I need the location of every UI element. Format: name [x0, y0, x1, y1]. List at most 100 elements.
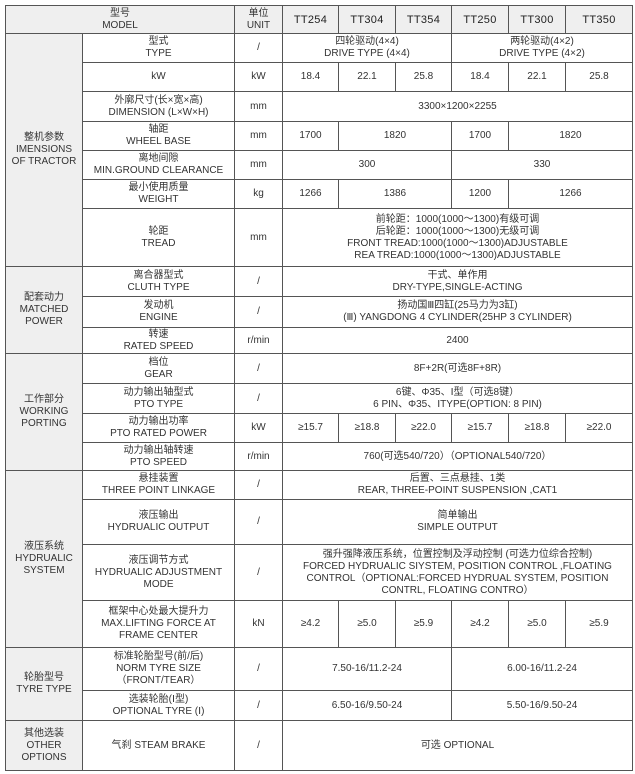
text-line: 动力输出功率 [128, 416, 189, 427]
unit-cell: / [234, 544, 283, 601]
text-line: kW [151, 71, 166, 82]
text-line: 选装轮胎(Ⅰ型) [128, 693, 189, 705]
unit-cell: r/min [234, 327, 283, 354]
text-line: 5.50-16/9.50-24 [506, 699, 578, 711]
text-line: 外廓尺寸(长×宽×高) [114, 94, 203, 106]
text-line: TYPE [145, 48, 172, 59]
text-line: FORCED HYDRUALIC SIYSTEM, POSITION CONTR… [303, 560, 612, 572]
spec-row: 整机参数 IMENSIONS OF TRACTOR 型式 TYPE / 四轮驱动(4×4) D… [5, 33, 633, 267]
value-cell: 1386 [338, 179, 452, 209]
model-tt354: TT354 [395, 5, 452, 34]
text-line: 悬挂装置 [138, 473, 179, 484]
value-cell: 760(可选540/720）（OPTIONAL540/720） [282, 442, 633, 471]
unit-header-cn: 单位 [248, 7, 269, 19]
param-label: 外廓尺寸(长×宽×高) DIMENSION (L×W×H) [82, 91, 235, 122]
param-label: 离合器型式 CLUTH TYPE [82, 266, 235, 297]
unit-cell: / [234, 266, 283, 297]
text-line: 配套动力 [24, 292, 64, 303]
text-line: 6 PIN、Φ35、ⅠTYPE(OPTION: 8 PIN) [373, 398, 542, 410]
text-line: OPTIONAL TYRE (Ⅰ) [112, 705, 205, 717]
text-line: 25.8 [413, 71, 434, 82]
text-line: 6键、Φ35、Ⅰ型（可选8键） [395, 386, 520, 398]
unit-cell: / [234, 499, 283, 545]
value-cell: ≥22.0 [395, 413, 452, 443]
text-line: 动力输出轴转速 [123, 444, 194, 456]
text-line: TYRE TYPE [16, 684, 72, 695]
unit-header-en: UNIT [246, 19, 271, 31]
text-line: 型式 [148, 36, 169, 47]
text-line: PTO RATED POWER [110, 428, 207, 439]
text-line: 离地间隙 [138, 153, 179, 164]
unit-cell: / [234, 720, 283, 771]
model-tt250: TT250 [451, 5, 509, 34]
text-line: CONTROL（OPTIONAL:FORCED HYDRUAL SYSTEM, … [306, 572, 609, 584]
group-label: 液压系统 HYDRUALIC SYSTEM [5, 470, 83, 648]
text-line: 干式、单作用 [427, 269, 488, 281]
value-cell: 强升强降液压系统，位置控制及浮动控制 (可选力位综合控制) FORCED HYDR… [282, 544, 633, 601]
text-line: ≥4.2 [300, 618, 321, 629]
value-cell: 两轮驱动(4×2) DRIVE TYPE (4×2) [451, 33, 633, 63]
text-line: WHEEL BASE [126, 136, 191, 147]
text-line: 1820 [383, 130, 407, 141]
value-cell: ≥4.2 [282, 600, 339, 648]
model-header: 型号 MODEL [5, 5, 235, 34]
unit-cell: mm [234, 150, 283, 180]
text-line: MODE [143, 578, 174, 590]
value-cell: 7.50-16/11.2-24 [282, 647, 452, 691]
text-line: 18.4 [300, 71, 321, 82]
value-cell: ≥5.0 [508, 600, 566, 648]
spec-row: 液压输出 HYDRUALIC OUTPUT / 简单输出 SIMPLE OUTPUT [6, 499, 633, 545]
text-line: HYDRUALIC ADJUSTMENT [94, 566, 223, 578]
text-line: 简单输出 [437, 510, 478, 521]
group-label: 整机参数 IMENSIONS OF TRACTOR [5, 33, 83, 267]
param-label: 动力输出轴型式 PTO TYPE [82, 383, 235, 414]
spec-row: 动力输出轴转速 PTO SPEED r/min 760(可选540/720）（OPTI… [6, 442, 633, 471]
text-line: 前轮距：1000(1000～1300)有级可调 [375, 213, 540, 225]
model-header-en: MODEL [102, 19, 138, 31]
text-line: 22.1 [527, 71, 547, 82]
text-line: OTHER [26, 739, 62, 751]
unit-cell: / [234, 647, 283, 691]
text-line: POWER [25, 316, 63, 327]
text-line: ≥15.7 [298, 422, 323, 433]
value-cell: 25.8 [395, 62, 452, 92]
param-label: 选装轮胎(Ⅰ型) OPTIONAL TYRE (Ⅰ) [82, 690, 235, 721]
value-cell: 6键、Φ35、Ⅰ型（可选8键） 6 PIN、Φ35、ⅠTYPE(OPTION: 8… [282, 383, 633, 414]
text-line: 液压系统 [24, 541, 64, 552]
model-tt304: TT304 [338, 5, 396, 34]
value-cell: 1820 [338, 121, 452, 151]
text-line: 其他选装 [24, 727, 64, 739]
spec-row: 动力输出轴型式 PTO TYPE/6键、Φ35、Ⅰ型（可选8键） 6 PIN、Φ35… [6, 383, 633, 414]
text-line: SYSTEM [23, 565, 65, 576]
unit-cell: / [234, 383, 283, 414]
value-cell: 300 [282, 150, 452, 180]
group-label: 其他选装 OTHER OPTIONS [5, 720, 83, 771]
group-label: 轮胎型号 TYRE TYPE [5, 647, 83, 721]
spec-row: 其他选装 OTHER OPTIONS 气刹 STEAM BRAKE / 可选 OPTION… [5, 720, 633, 771]
spec-row: kW kW 18.4 22.1 25.8 18.4 22.1 25.8 [6, 62, 633, 92]
param-label: 发动机 ENGINE [82, 296, 235, 328]
value-cell: 1266 [282, 179, 339, 209]
value-cell: 1700 [451, 121, 509, 151]
text-line: PTO TYPE [133, 398, 184, 410]
spec-row: 选装轮胎(Ⅰ型) OPTIONAL TYRE (Ⅰ)/6.50-16/9.50-2… [6, 690, 633, 721]
text-line: 7.50-16/11.2-24 [332, 663, 402, 674]
text-line: 四轮驱动(4×4) [335, 36, 399, 47]
unit-cell: / [234, 353, 283, 384]
text-line: DIMENSION (L×W×H) [108, 106, 209, 118]
text-line: 液压输出 [138, 510, 179, 521]
text-line: 气刹 STEAM BRAKE [111, 739, 206, 751]
text-line: 1820 [559, 130, 582, 141]
param-label: 轴距 WHEEL BASE [82, 121, 235, 151]
unit-cell: / [234, 690, 283, 721]
param-label: 气刹 STEAM BRAKE [82, 720, 235, 771]
text-line: 330 [533, 159, 551, 170]
text-line: 6.50-16/9.50-24 [331, 699, 403, 711]
unit-cell: mm [234, 208, 283, 267]
spec-row: 最小使用质量 WEIGHT kg 1266 1386 1200 1266 [6, 179, 633, 209]
text-line: NORM TYRE SIZE [116, 663, 201, 674]
text-line: RATED SPEED [123, 340, 194, 352]
spec-row: 轮胎型号 TYRE TYPE 标准轮胎型号(前/后) NORM TYRE SIZE （F… [5, 647, 633, 721]
text-line: ENGINE [139, 312, 178, 323]
spec-row: 外廓尺寸(长×宽×高) DIMENSION (L×W×H) mm 3300×1200×… [6, 91, 633, 122]
